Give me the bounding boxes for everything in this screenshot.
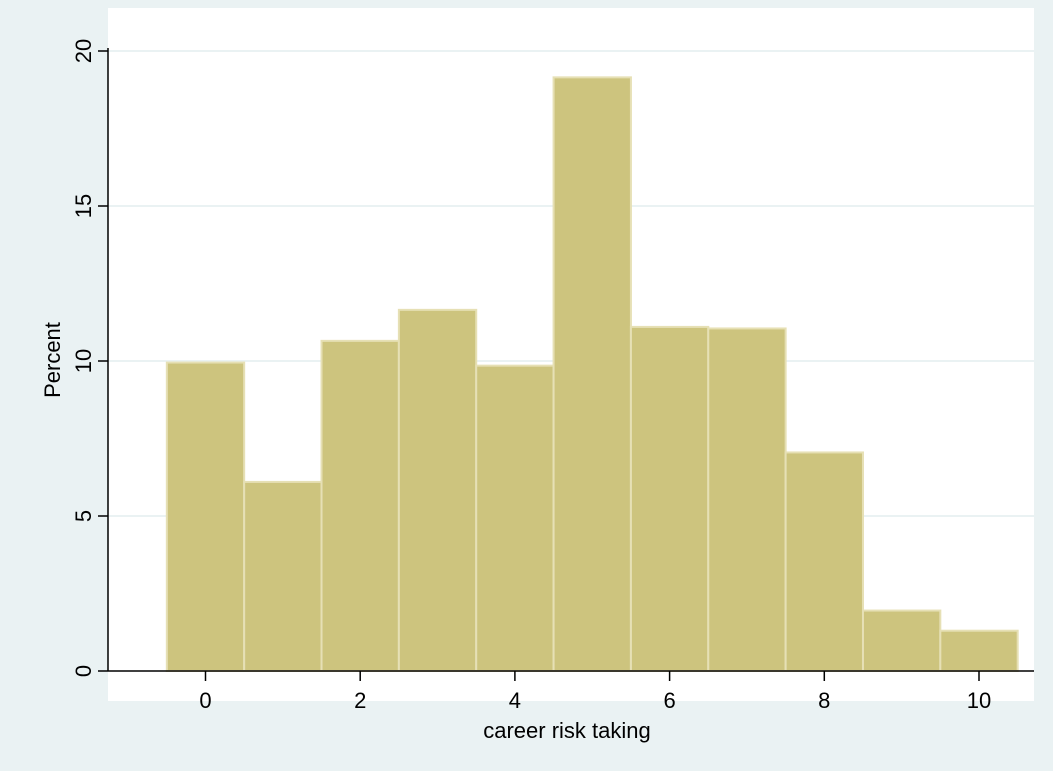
x-tick-label: 6 bbox=[663, 688, 675, 713]
y-tick-label: 20 bbox=[71, 39, 96, 63]
histogram-bar bbox=[475, 364, 555, 672]
histogram-bar bbox=[939, 629, 1019, 673]
histogram-bar bbox=[397, 308, 478, 672]
y-axis-title: Percent bbox=[40, 322, 65, 398]
axes: 0 5 10 15 20 0 2 4 6 8 10 bbox=[71, 39, 1034, 713]
x-axis-title: career risk taking bbox=[483, 718, 651, 743]
y-tick-label: 0 bbox=[71, 665, 96, 677]
x-tick-label: 8 bbox=[818, 688, 830, 713]
y-tick-label: 15 bbox=[71, 194, 96, 218]
x-tick-label: 10 bbox=[967, 688, 991, 713]
histogram-bar bbox=[784, 451, 864, 673]
x-tick-label: 2 bbox=[354, 688, 366, 713]
histogram-bar bbox=[320, 339, 400, 672]
histogram-bar bbox=[552, 76, 632, 673]
x-tick-label: 0 bbox=[199, 688, 211, 713]
histogram-bar bbox=[861, 609, 942, 672]
histogram-bar bbox=[707, 327, 787, 672]
histogram-bar bbox=[165, 361, 246, 672]
y-tick-label: 5 bbox=[71, 510, 96, 522]
x-tick-label: 4 bbox=[509, 688, 521, 713]
y-tick-label: 10 bbox=[71, 349, 96, 373]
histogram-bars bbox=[165, 76, 1019, 673]
histogram-bar bbox=[629, 325, 710, 672]
histogram-bar bbox=[243, 480, 323, 672]
